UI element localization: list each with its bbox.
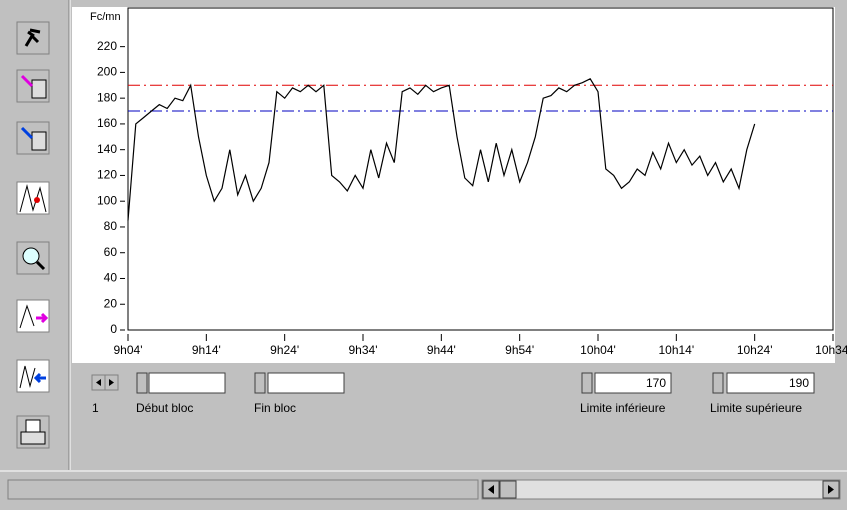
- y-tick-label: 160: [97, 116, 117, 130]
- y-tick-label: 40: [104, 271, 118, 285]
- x-tick-label: 10h04': [580, 343, 616, 357]
- toolbar: [16, 21, 50, 449]
- heart-rate-line: [127, 78, 756, 221]
- x-tick-label: 10h34': [815, 343, 847, 357]
- x-tick-label: 9h14': [192, 343, 221, 357]
- print-button[interactable]: [16, 415, 50, 449]
- x-tick-label: 10h14': [658, 343, 694, 357]
- upper-slider[interactable]: [712, 372, 724, 394]
- x-tick-label: 9h04': [114, 343, 143, 357]
- upper-value: 190: [789, 376, 809, 390]
- x-tick-label: 9h34': [349, 343, 378, 357]
- start-label: Début bloc: [136, 401, 193, 415]
- end-label: Fin bloc: [254, 401, 296, 415]
- next-button[interactable]: [16, 299, 50, 333]
- start-slider[interactable]: [136, 372, 148, 394]
- y-tick-label: 140: [97, 142, 117, 156]
- zoom-button[interactable]: [16, 241, 50, 275]
- chart-panel: [72, 7, 835, 363]
- y-tick-label: 80: [104, 219, 118, 233]
- upper-label: Limite supérieure: [710, 401, 802, 415]
- lower-input[interactable]: [594, 372, 672, 394]
- y-tick-label: 180: [97, 90, 117, 104]
- block-index: 1: [92, 401, 99, 415]
- y-tick-label: 200: [97, 65, 117, 79]
- x-tick-label: 9h24': [270, 343, 299, 357]
- status-field: [7, 479, 479, 500]
- zone-button[interactable]: [16, 181, 50, 215]
- end-input[interactable]: [267, 372, 345, 394]
- upper-input[interactable]: [726, 372, 815, 394]
- y-tick-label: 0: [110, 322, 117, 336]
- previous-button[interactable]: [16, 359, 50, 393]
- y-tick-label: 120: [97, 168, 117, 182]
- y-tick-label: 220: [97, 39, 117, 53]
- scrollbar[interactable]: [481, 479, 841, 500]
- start-input[interactable]: [148, 372, 226, 394]
- y-axis-label: Fc/mn: [90, 11, 121, 23]
- end-slider[interactable]: [254, 372, 266, 394]
- export-button[interactable]: [16, 121, 50, 155]
- x-tick-label: 9h54': [505, 343, 534, 357]
- lower-value: 170: [646, 376, 666, 390]
- x-tick-label: 10h24': [737, 343, 773, 357]
- run-button[interactable]: [16, 21, 50, 55]
- y-tick-label: 60: [104, 245, 118, 259]
- x-tick-label: 9h44': [427, 343, 456, 357]
- plot-frame: [127, 7, 834, 331]
- lower-slider[interactable]: [581, 372, 593, 394]
- import-button[interactable]: [16, 69, 50, 103]
- y-tick-label: 100: [97, 193, 117, 207]
- lower-label: Limite inférieure: [580, 401, 666, 415]
- block-controls: 1 Début bloc Fin bloc 170 Limite inférie…: [91, 372, 815, 415]
- scroll-thumb[interactable]: [499, 480, 517, 499]
- y-tick-label: 20: [104, 296, 118, 310]
